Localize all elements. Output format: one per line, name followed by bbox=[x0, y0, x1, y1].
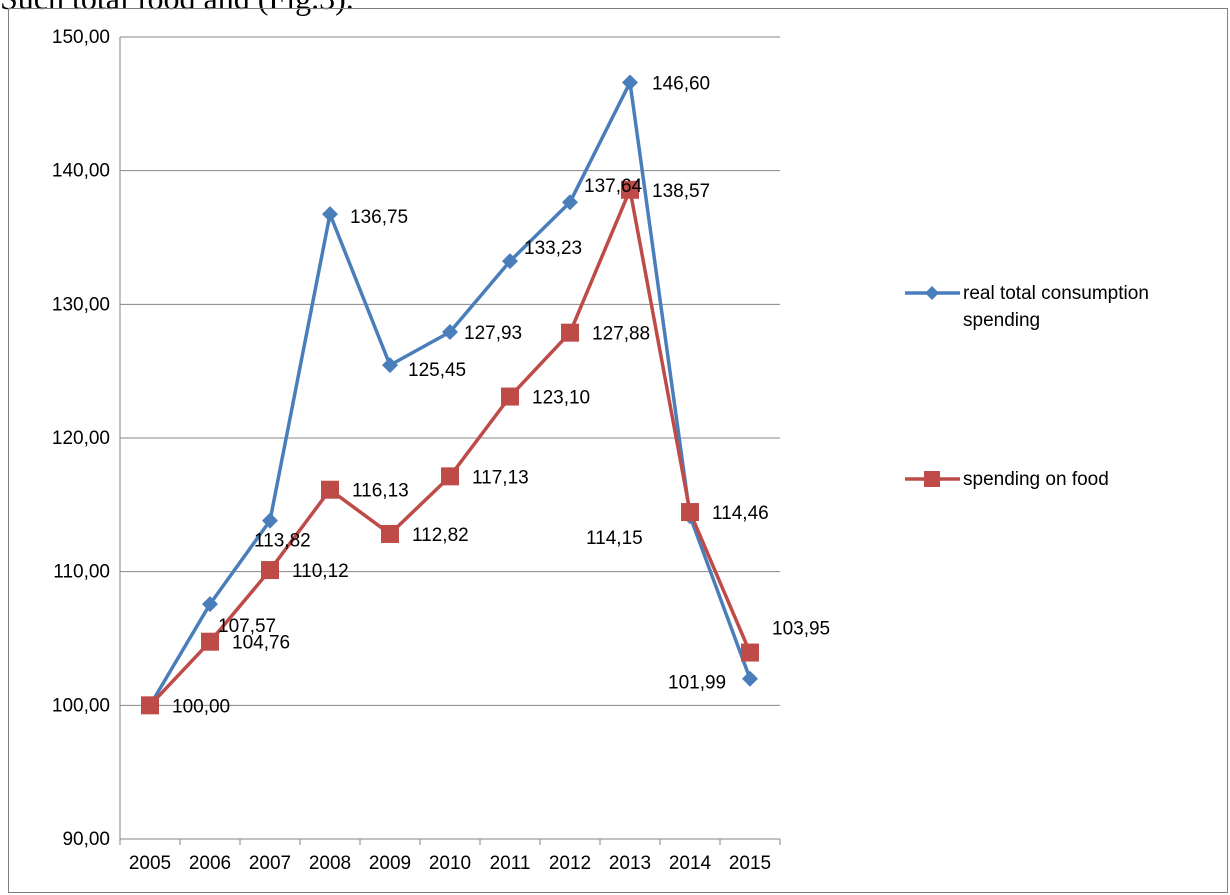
data-label: 138,57 bbox=[652, 181, 710, 202]
data-label: 114,46 bbox=[712, 503, 769, 524]
y-tick-label: 120,00 bbox=[52, 428, 110, 449]
data-label: 137,64 bbox=[584, 176, 643, 197]
data-label: 110,12 bbox=[292, 561, 349, 582]
legend-marker bbox=[924, 471, 940, 487]
gridlines bbox=[120, 36, 780, 706]
data-point bbox=[742, 670, 758, 687]
legend-item-1: real total consumption spending bbox=[905, 283, 1149, 331]
x-tick-label: 2015 bbox=[729, 853, 771, 874]
data-point bbox=[562, 194, 578, 211]
data-label: 113,82 bbox=[254, 531, 311, 552]
legend-item-2: spending on food bbox=[905, 469, 1109, 490]
data-point bbox=[501, 387, 519, 406]
data-point bbox=[261, 561, 279, 580]
series-lines bbox=[148, 80, 752, 707]
data-label: 103,95 bbox=[772, 619, 830, 640]
x-tick-label: 2011 bbox=[490, 853, 531, 874]
data-point bbox=[262, 512, 278, 529]
data-point bbox=[681, 503, 699, 522]
data-label: 146,60 bbox=[652, 73, 710, 94]
legend: real total consumption spending spending o… bbox=[905, 283, 1149, 490]
data-point bbox=[441, 467, 459, 486]
x-tick-label: 2014 bbox=[669, 853, 712, 874]
data-label: 133,23 bbox=[524, 238, 582, 259]
x-tick-label: 2010 bbox=[429, 853, 471, 874]
data-label: 104,76 bbox=[232, 633, 290, 654]
x-tick-label: 2006 bbox=[189, 853, 231, 874]
series-markers bbox=[141, 74, 759, 715]
axes: 90,00 100,00 110,00 120,00 130,00 140,00 150,0… bbox=[52, 27, 781, 874]
data-point bbox=[141, 696, 159, 715]
data-point bbox=[322, 206, 338, 223]
data-label: 101,99 bbox=[668, 673, 726, 694]
x-tick-label: 2007 bbox=[249, 853, 291, 874]
series-line-1 bbox=[148, 80, 752, 707]
data-label: 112,82 bbox=[412, 525, 469, 546]
data-label: 127,93 bbox=[464, 323, 522, 344]
data-label: 117,13 bbox=[472, 467, 529, 488]
data-point bbox=[622, 74, 638, 91]
y-tick-label: 100,00 bbox=[52, 695, 110, 716]
data-label: 114,15 bbox=[586, 528, 643, 549]
data-point bbox=[201, 632, 219, 651]
data-labels: 100,00 107,57 113,82 136,75 125,45 127,93 133,… bbox=[172, 73, 830, 717]
y-tick-label: 110,00 bbox=[53, 562, 110, 583]
data-label: 116,13 bbox=[352, 481, 409, 502]
x-tick-label: 2005 bbox=[129, 853, 171, 874]
data-label: 125,45 bbox=[408, 360, 466, 381]
data-point bbox=[621, 180, 639, 199]
y-tick-label: 150,00 bbox=[52, 27, 110, 48]
legend-marker bbox=[925, 286, 939, 300]
data-label: 127,88 bbox=[592, 324, 650, 345]
data-point bbox=[741, 643, 759, 662]
y-tick-label: 140,00 bbox=[52, 161, 110, 182]
data-label: 136,75 bbox=[350, 207, 408, 228]
data-label: 100,00 bbox=[172, 696, 230, 717]
x-tick-label: 2012 bbox=[549, 853, 591, 874]
legend-label: real total consumption bbox=[963, 283, 1149, 304]
data-point bbox=[561, 323, 579, 342]
x-tick-label: 2009 bbox=[369, 853, 411, 874]
data-label: 107,57 bbox=[218, 616, 276, 637]
data-point bbox=[502, 253, 518, 270]
data-label: 123,10 bbox=[532, 388, 590, 409]
x-tick-label: 2008 bbox=[309, 853, 351, 874]
data-point bbox=[442, 324, 458, 341]
x-tick-label: 2013 bbox=[609, 853, 651, 874]
data-point bbox=[321, 480, 339, 499]
legend-label: spending bbox=[963, 310, 1040, 331]
y-tick-label: 90,00 bbox=[62, 829, 110, 850]
chart-frame bbox=[8, 8, 1228, 893]
y-tick-label: 130,00 bbox=[52, 294, 110, 315]
data-point bbox=[202, 596, 218, 613]
legend-label: spending on food bbox=[963, 469, 1109, 490]
data-point bbox=[381, 524, 399, 543]
data-point bbox=[382, 357, 398, 374]
